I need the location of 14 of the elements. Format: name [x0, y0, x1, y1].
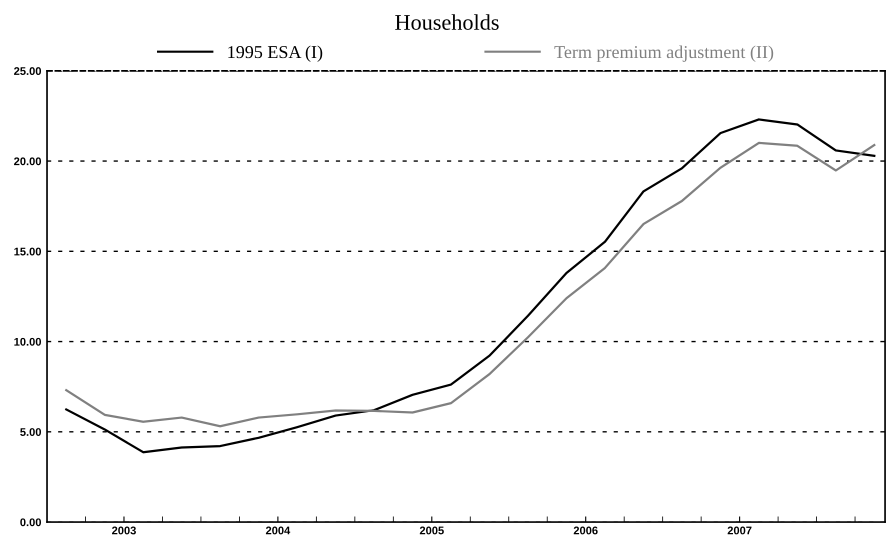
chart-title: Households [395, 14, 499, 30]
x-tick-label: 2007 [728, 526, 752, 534]
y-tick-label: 25.00 [14, 67, 42, 76]
y-tick-label: 0.00 [20, 518, 42, 526]
y-tick-label: 15.00 [14, 248, 42, 256]
y-tick-label: 20.00 [14, 157, 42, 166]
y-tick-label: 5.00 [20, 428, 42, 436]
y-tick-label: 10.00 [14, 338, 42, 346]
x-tick-label: 2004 [266, 526, 290, 534]
x-tick-label: 2006 [574, 526, 598, 534]
legend-label: 1995 ESA (I) [228, 45, 322, 62]
x-tick-label: 2005 [420, 526, 444, 534]
legend-label: Term premium adjustment (II) [554, 45, 774, 62]
x-tick-label: 2003 [112, 526, 136, 534]
